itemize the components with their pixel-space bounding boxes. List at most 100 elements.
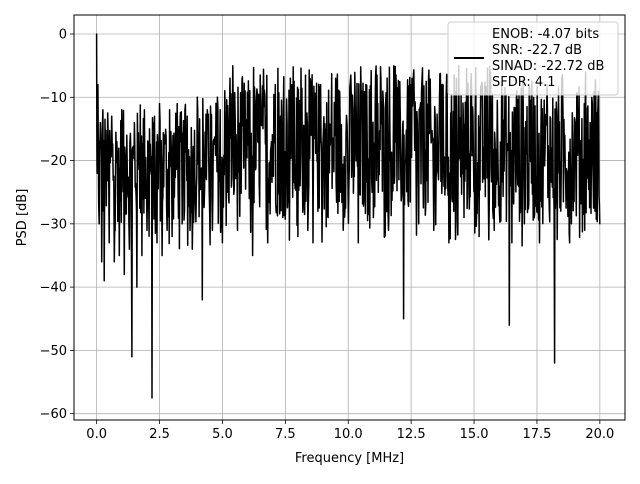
psd-data-point <box>211 229 213 231</box>
psd-data-point <box>599 223 601 225</box>
y-axis: 0 −10 −20 −30 −40 −50 −60 <box>40 27 74 422</box>
x-axis: 0.0 2.5 5.0 7.5 10.0 12.5 15.0 17.5 20.0 <box>86 420 614 442</box>
psd-data-point <box>108 242 110 244</box>
psd-data-point <box>153 115 156 117</box>
psd-data-point <box>372 216 375 219</box>
psd-data-point <box>143 109 146 111</box>
psd-data-point <box>395 74 397 76</box>
y-tick-label: −10 <box>40 91 67 106</box>
psd-data-point <box>201 299 203 301</box>
psd-data-point <box>569 242 571 244</box>
psd-data-point <box>357 242 359 244</box>
psd-data-point <box>425 80 427 83</box>
psd-data-point <box>206 109 208 111</box>
psd-data-point <box>380 77 382 79</box>
psd-data-point <box>156 242 158 244</box>
psd-data-point <box>163 134 166 136</box>
x-tick-label: 12.5 <box>397 427 426 442</box>
legend-line-text: ENOB: -4.07 bits <box>492 27 599 42</box>
psd-data-point <box>402 318 405 320</box>
psd-data-point <box>136 286 138 288</box>
y-tick-label: 0 <box>59 27 67 42</box>
x-tick-label: 17.5 <box>522 427 551 442</box>
psd-data-point <box>267 242 269 244</box>
psd-data-point <box>106 147 108 149</box>
psd-data-point <box>252 254 254 257</box>
y-tick-label: −30 <box>40 217 67 232</box>
psd-data-point <box>113 261 115 263</box>
x-tick-label: 20.0 <box>585 427 614 442</box>
psd-data-point <box>103 280 105 282</box>
psd-data-point <box>169 109 171 111</box>
x-tick-label: 0.0 <box>86 427 107 442</box>
psd-data-point <box>440 84 442 86</box>
psd-data-point <box>116 140 118 143</box>
psd-data-point <box>410 84 412 86</box>
y-tick-label: −50 <box>40 344 67 359</box>
psd-data-point <box>304 74 307 76</box>
psd-data-point <box>151 397 153 399</box>
legend-line-text: SNR: -22.7 dB <box>492 43 582 58</box>
psd-data-point <box>463 216 465 219</box>
psd-data-point <box>553 362 556 364</box>
x-tick-label: 5.0 <box>212 427 233 442</box>
psd-data-point <box>98 223 100 225</box>
psd-data-point <box>591 102 593 105</box>
psd-data-point <box>176 102 178 105</box>
psd-data-point <box>319 84 322 86</box>
psd-data-point <box>221 242 224 244</box>
psd-data-point <box>289 77 291 79</box>
psd-data-point <box>118 254 120 257</box>
psd-data-point <box>478 235 480 238</box>
legend-label: ENOB: -4.07 bits SNR: -22.7 dB SINAD: -22.… <box>492 27 604 90</box>
legend-line-text: SFDR: 4.1 <box>492 75 556 90</box>
psd-data-point <box>493 229 495 231</box>
psd-data-point <box>350 74 352 76</box>
psd-data-point <box>123 273 125 276</box>
psd-data-point <box>196 96 198 98</box>
psd-data-point <box>297 235 299 238</box>
psd-data-point <box>97 84 99 86</box>
psd-data-point <box>259 74 261 76</box>
psd-data-point <box>365 84 367 86</box>
psd-data-point <box>274 84 276 86</box>
plot-frame <box>73 14 626 421</box>
psd-data-point <box>342 229 344 231</box>
psd-data-point <box>335 77 337 79</box>
psd-data-point <box>181 223 183 225</box>
series-layer <box>95 33 601 399</box>
psd-data-point <box>282 216 284 219</box>
psd-data-point <box>448 242 450 244</box>
psd-data-point <box>141 254 143 257</box>
psd-data-point <box>523 223 525 225</box>
x-tick-label: 10.0 <box>334 427 363 442</box>
psd-data-point <box>126 134 128 136</box>
psd-data-point <box>508 324 510 326</box>
y-axis-label: PSD [dB] <box>15 189 30 247</box>
x-tick-label: 15.0 <box>460 427 489 442</box>
psd-data-point <box>191 248 193 250</box>
psd-data-point <box>584 229 586 231</box>
psd-data-point <box>148 128 151 130</box>
psd-data-point <box>418 223 420 225</box>
psd-data-point <box>171 235 173 238</box>
y-tick-label: −40 <box>40 281 67 296</box>
y-tick-label: −20 <box>40 154 67 169</box>
psd-data-point <box>111 115 113 117</box>
psd-trace-line <box>95 33 601 399</box>
psd-data-point <box>96 172 98 174</box>
psd-data-point <box>158 102 161 105</box>
psd-data-point <box>96 33 98 35</box>
psd-data-point <box>186 115 188 117</box>
psd-data-point <box>101 261 103 263</box>
psd-data-point <box>138 147 141 149</box>
psd-data-point <box>538 242 541 244</box>
legend: ENOB: -4.07 bits SNR: -22.7 dB SINAD: -22.… <box>447 21 619 96</box>
psd-data-point <box>312 242 314 244</box>
x-tick-label: 7.5 <box>275 427 296 442</box>
psd-data-point <box>102 109 104 111</box>
psd-data-point <box>133 121 135 124</box>
psd-data-point <box>229 77 231 79</box>
